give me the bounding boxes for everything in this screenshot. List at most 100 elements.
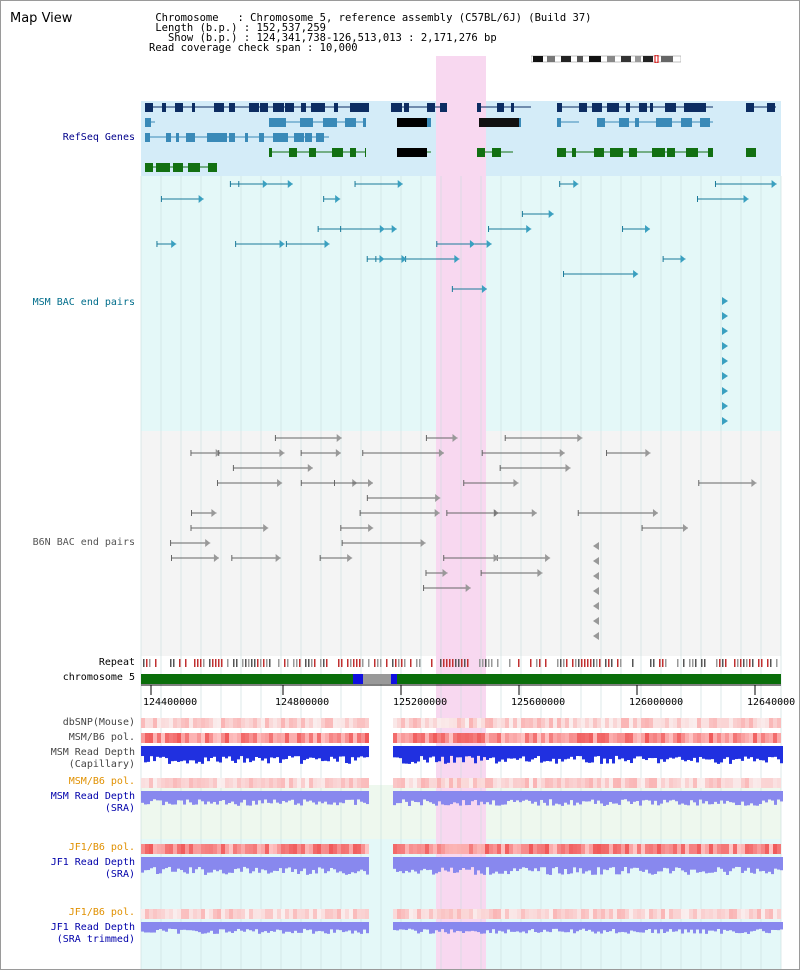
bac-end-arrow — [438, 449, 444, 457]
depth-bar — [450, 922, 453, 930]
depth-bar — [609, 922, 612, 932]
heat-cell — [209, 909, 213, 919]
depth-bar — [447, 746, 450, 763]
depth-bar — [465, 746, 468, 757]
depth-bar — [291, 791, 294, 800]
repeat-mark — [443, 659, 445, 667]
heat-cell — [397, 733, 401, 743]
repeat-mark — [497, 659, 499, 667]
repeat-mark — [197, 659, 199, 667]
gene-exon — [479, 118, 519, 127]
bac-end-arrow — [652, 509, 658, 517]
msm-b6-pol-label-1: MSM/B6 pol. — [68, 732, 135, 743]
msm-bac-label[interactable]: MSM BAC end pairs — [32, 297, 135, 308]
depth-bar — [402, 857, 405, 874]
depth-bar — [522, 746, 525, 757]
heat-cell — [189, 718, 193, 728]
gene-exon — [229, 133, 235, 142]
depth-bar — [324, 746, 327, 761]
heat-cell — [177, 844, 181, 854]
gene-exon — [175, 103, 183, 112]
heat-cell — [533, 844, 537, 854]
chromosome-ideogram[interactable] — [531, 55, 681, 63]
repeat-mark — [386, 659, 388, 667]
depth-bar — [195, 922, 198, 932]
b6n-bac-label[interactable]: B6N BAC end pairs — [32, 537, 135, 548]
heat-cell — [593, 778, 597, 788]
heat-cell — [489, 718, 493, 728]
heat-cell — [585, 909, 589, 919]
depth-bar — [141, 922, 144, 932]
depth-bar — [654, 922, 657, 930]
depth-bar — [696, 922, 699, 930]
gene-exon — [280, 118, 286, 127]
heat-cell — [717, 909, 721, 919]
gene-exon — [592, 103, 602, 112]
heat-cell — [309, 844, 313, 854]
depth-bar — [552, 746, 555, 759]
depth-bar — [684, 857, 687, 873]
depth-bar — [414, 791, 417, 802]
heat-cell — [249, 909, 253, 919]
refseq-genes-label[interactable]: RefSeq Genes — [62, 132, 135, 143]
heat-cell — [733, 844, 737, 854]
depth-bar — [477, 746, 480, 756]
heat-cell — [177, 733, 181, 743]
heat-cell — [769, 844, 773, 854]
heat-cell — [417, 844, 421, 854]
gene-exon — [334, 103, 338, 112]
depth-bar — [273, 746, 276, 759]
depth-bar — [222, 857, 225, 874]
gene-exon — [173, 163, 183, 172]
depth-bar — [495, 791, 498, 806]
heat-cell — [585, 844, 589, 854]
heat-cell — [417, 778, 421, 788]
heat-cell — [561, 718, 565, 728]
depth-bar — [468, 791, 471, 806]
heat-cell — [429, 909, 433, 919]
depth-bar — [177, 922, 180, 934]
depth-bar — [564, 791, 567, 803]
heat-cell — [421, 909, 425, 919]
heat-cell — [269, 909, 273, 919]
depth-bar — [348, 746, 351, 764]
heat-cell — [337, 778, 341, 788]
depth-bar — [459, 857, 462, 870]
heat-cell — [489, 844, 493, 854]
depth-bar — [489, 922, 492, 933]
depth-bar — [453, 922, 456, 933]
depth-bar — [567, 857, 570, 875]
depth-bar — [489, 857, 492, 875]
heat-cell — [453, 844, 457, 854]
heat-cell — [441, 718, 445, 728]
depth-bar — [171, 746, 174, 762]
heat-cell — [229, 778, 233, 788]
heat-cell — [573, 733, 577, 743]
heat-cell — [453, 778, 457, 788]
depth-bar — [150, 857, 153, 869]
heat-cell — [641, 733, 645, 743]
bac-end-arrow — [391, 225, 397, 233]
depth-bar — [465, 922, 468, 932]
depth-bar — [339, 922, 342, 931]
depth-bar — [393, 922, 396, 931]
depth-bar — [669, 922, 672, 930]
heat-cell — [593, 844, 597, 854]
heat-cell — [309, 909, 313, 919]
repeat-mark — [263, 659, 265, 667]
heat-cell — [741, 733, 745, 743]
heat-cell — [673, 909, 677, 919]
depth-bar — [510, 922, 513, 932]
heat-cell — [773, 718, 777, 728]
repeat-mark — [518, 659, 520, 667]
heat-cell — [729, 778, 733, 788]
heat-cell — [233, 909, 237, 919]
coverage-span-info: Read coverage check span : 10,000 — [149, 42, 358, 54]
heat-cell — [201, 718, 205, 728]
heat-cell — [461, 909, 465, 919]
heat-cell — [205, 909, 209, 919]
depth-bar — [513, 922, 516, 932]
heat-cell — [441, 909, 445, 919]
depth-bar — [432, 857, 435, 875]
